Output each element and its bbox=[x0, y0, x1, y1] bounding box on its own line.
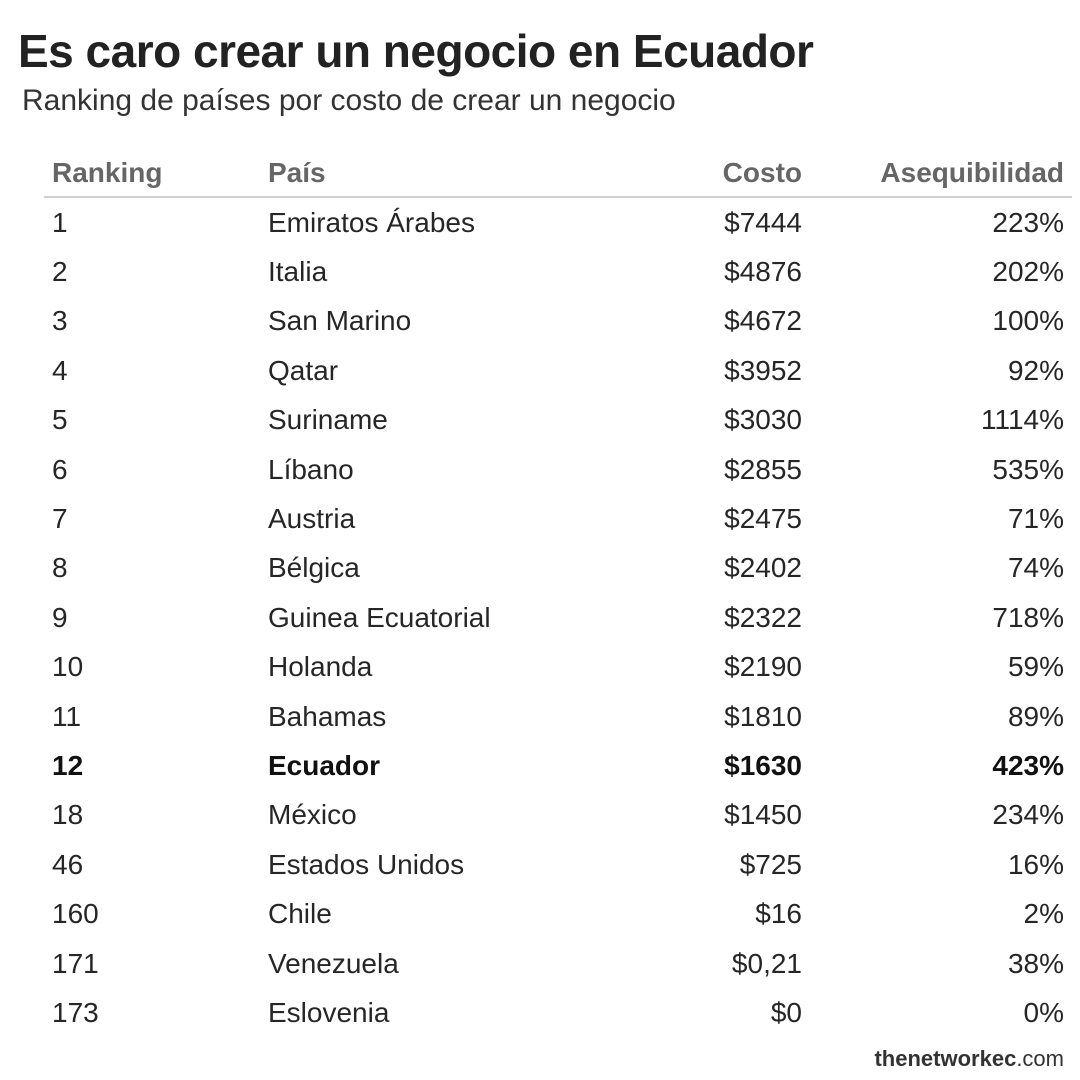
cell-country: Venezuela bbox=[268, 947, 399, 979]
cell-affordability: 89% bbox=[1007, 700, 1064, 732]
cell-cost: $1450 bbox=[724, 799, 802, 831]
cell-ranking: 171 bbox=[52, 947, 99, 979]
cell-affordability: 74% bbox=[1007, 552, 1064, 584]
cell-country: Guinea Ecuatorial bbox=[268, 601, 491, 633]
cell-ranking: 46 bbox=[52, 848, 84, 880]
table-row: 2 Italia $4876 202% bbox=[44, 247, 1072, 296]
table-row: 10 Holanda $2190 59% bbox=[44, 643, 1072, 692]
table-body: 1 Emiratos Árabes $7444 223% 2 Italia $4876 202… bbox=[44, 197, 1072, 1038]
ranking-table: Ranking País Costo Asequibilidad 1 Emirat… bbox=[44, 150, 1072, 1038]
cell-cost: $0,21 bbox=[731, 947, 802, 979]
table-header-row: Ranking País Costo Asequibilidad bbox=[44, 150, 1072, 198]
cell-ranking: 8 bbox=[52, 552, 68, 584]
cell-affordability: 2% bbox=[1023, 898, 1064, 930]
cell-affordability: 71% bbox=[1007, 503, 1064, 535]
cell-cost: $725 bbox=[739, 848, 802, 880]
table-row: 4 Qatar $3952 92% bbox=[44, 346, 1072, 395]
cell-cost: $1810 bbox=[724, 700, 802, 732]
table-row: 5 Suriname $3030 1114% bbox=[44, 396, 1072, 445]
cell-ranking: 11 bbox=[52, 700, 82, 732]
table-row: 46 Estados Unidos $725 16% bbox=[44, 840, 1072, 889]
cell-ranking: 12 bbox=[52, 749, 84, 781]
cell-ranking: 9 bbox=[52, 601, 68, 633]
cell-cost: $0 bbox=[770, 996, 802, 1028]
column-header-country: País bbox=[260, 150, 616, 198]
cell-cost: $2322 bbox=[724, 601, 802, 633]
table-row: 160 Chile $16 2% bbox=[44, 889, 1072, 938]
cell-cost: $4876 bbox=[724, 256, 802, 288]
cell-cost: $3030 bbox=[724, 404, 802, 436]
cell-ranking: 1 bbox=[52, 206, 68, 238]
cell-country: San Marino bbox=[268, 305, 412, 337]
cell-country: Eslovenia bbox=[268, 996, 390, 1028]
source-credit: thenetworkec.com bbox=[874, 1046, 1064, 1072]
cell-affordability: 234% bbox=[992, 799, 1064, 831]
cell-ranking: 6 bbox=[52, 453, 68, 485]
cell-cost: $16 bbox=[755, 898, 802, 930]
cell-affordability: 16% bbox=[1007, 848, 1064, 880]
cell-country: Ecuador bbox=[268, 749, 381, 781]
cell-country: Suriname bbox=[268, 404, 388, 436]
cell-cost: $2190 bbox=[724, 651, 802, 683]
credit-domain: .com bbox=[1016, 1046, 1064, 1071]
cell-ranking: 5 bbox=[52, 404, 68, 436]
cell-affordability: 535% bbox=[992, 453, 1064, 485]
cell-country: Italia bbox=[268, 256, 328, 288]
cell-country: Holanda bbox=[268, 651, 373, 683]
cell-affordability: 38% bbox=[1007, 947, 1064, 979]
table-row: 171 Venezuela $0,21 38% bbox=[44, 939, 1072, 988]
cell-ranking: 7 bbox=[52, 503, 68, 535]
credit-brand: thenetworkec bbox=[874, 1046, 1017, 1071]
cell-cost: $7444 bbox=[724, 206, 802, 238]
cell-affordability: 0% bbox=[1023, 996, 1064, 1028]
cell-country: Bélgica bbox=[268, 552, 360, 584]
cell-affordability: 718% bbox=[992, 601, 1064, 633]
table-row-highlighted: 12 Ecuador $1630 423% bbox=[44, 741, 1072, 790]
table-row: 3 San Marino $4672 100% bbox=[44, 297, 1072, 346]
cell-affordability: 202% bbox=[992, 256, 1064, 288]
cell-affordability: 92% bbox=[1007, 354, 1064, 386]
cell-country: Qatar bbox=[268, 354, 339, 386]
cell-affordability: 59% bbox=[1007, 651, 1064, 683]
cell-ranking: 173 bbox=[52, 996, 99, 1028]
table-row: 8 Bélgica $2402 74% bbox=[44, 544, 1072, 593]
cell-ranking: 4 bbox=[52, 354, 68, 386]
cell-ranking: 10 bbox=[52, 651, 84, 683]
cell-cost: $2475 bbox=[724, 503, 802, 535]
cell-cost: $1630 bbox=[724, 749, 802, 781]
cell-cost: $3952 bbox=[724, 354, 802, 386]
table-row: 173 Eslovenia $0 0% bbox=[44, 988, 1072, 1037]
cell-cost: $2402 bbox=[724, 552, 802, 584]
cell-affordability: 423% bbox=[992, 749, 1064, 781]
cell-country: México bbox=[268, 799, 357, 831]
column-header-cost: Costo bbox=[616, 150, 810, 198]
column-header-ranking: Ranking bbox=[44, 150, 260, 198]
cell-ranking: 2 bbox=[52, 256, 68, 288]
table-row: 11 Bahamas $1810 89% bbox=[44, 692, 1072, 741]
table-row: 9 Guinea Ecuatorial $2322 718% bbox=[44, 593, 1072, 642]
page-subtitle: Ranking de países por costo de crear un … bbox=[22, 84, 676, 117]
cell-country: Chile bbox=[268, 898, 332, 930]
cell-cost: $4672 bbox=[724, 305, 802, 337]
cell-country: Estados Unidos bbox=[268, 848, 465, 880]
column-header-affordability: Asequibilidad bbox=[810, 150, 1072, 198]
cell-cost: $2855 bbox=[724, 453, 802, 485]
cell-country: Bahamas bbox=[268, 700, 387, 732]
page-title: Es caro crear un negocio en Ecuador bbox=[18, 25, 814, 77]
cell-ranking: 3 bbox=[52, 305, 68, 337]
ranking-table-container: Ranking País Costo Asequibilidad 1 Emirat… bbox=[44, 150, 1072, 1038]
cell-affordability: 100% bbox=[992, 305, 1064, 337]
table-header: Ranking País Costo Asequibilidad bbox=[44, 150, 1072, 198]
cell-affordability: 1114% bbox=[980, 404, 1064, 436]
cell-country: Líbano bbox=[268, 453, 354, 485]
table-row: 1 Emiratos Árabes $7444 223% bbox=[44, 197, 1072, 247]
table-row: 18 México $1450 234% bbox=[44, 791, 1072, 840]
table-row: 6 Líbano $2855 535% bbox=[44, 445, 1072, 494]
cell-affordability: 223% bbox=[992, 206, 1064, 238]
cell-ranking: 160 bbox=[52, 898, 99, 930]
cell-country: Austria bbox=[268, 503, 356, 535]
table-row: 7 Austria $2475 71% bbox=[44, 494, 1072, 543]
cell-ranking: 18 bbox=[52, 799, 84, 831]
cell-country: Emiratos Árabes bbox=[268, 206, 475, 238]
